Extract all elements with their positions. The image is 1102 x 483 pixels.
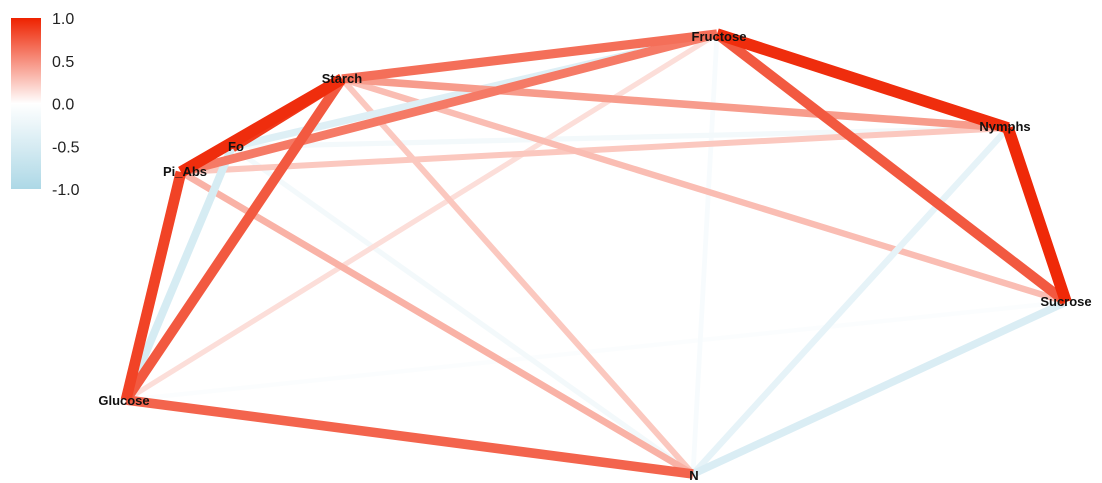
- node-labels-layer: Fructose Starch Nymphs Fo Pi_Abs Sucrose Gluco…: [98, 29, 1091, 483]
- edge-nymphs-sucrose: [1002, 126, 1072, 304]
- edge-fructose-nymphs: [715, 28, 1010, 134]
- node-label-glucose: Glucose: [98, 393, 149, 408]
- edge-glucose-fructose: [124, 31, 719, 403]
- legend-tick-label: 0.0: [52, 97, 74, 114]
- legend-tick-label: -0.5: [52, 139, 80, 156]
- edge-starch-pi_abs: [178, 73, 345, 178]
- node-label-sucrose: Sucrose: [1040, 294, 1091, 309]
- edge-pi_abs-nymphs: [180, 125, 1009, 175]
- edge-pi_abs-fructose: [179, 29, 719, 177]
- edge-fructose-n: [690, 33, 720, 475]
- edge-pi_abs-n: [179, 169, 695, 477]
- legend-tick-label: 0.5: [52, 54, 74, 71]
- edge-glucose-starch: [121, 76, 347, 403]
- edge-nymphs-n: [690, 125, 1011, 477]
- edge-fo-n: [230, 144, 695, 477]
- legend-tick-labels: 1.0 0.5 0.0 -0.5 -1.0: [52, 11, 80, 199]
- edge-starch-fructose: [341, 29, 718, 84]
- edge-sucrose-n: [691, 298, 1068, 478]
- edge-starch-n: [339, 77, 696, 476]
- edge-glucose-pi_abs: [120, 170, 187, 402]
- color-scale-legend: 1.0 0.5 0.0 -0.5 -1.0: [11, 11, 80, 199]
- edges-layer: [120, 28, 1072, 479]
- node-label-pi-abs: Pi_Abs: [163, 164, 207, 179]
- edge-fo-nymphs: [231, 125, 1009, 150]
- edge-starch-sucrose: [341, 75, 1067, 306]
- node-label-nymphs: Nymphs: [979, 119, 1030, 134]
- edge-glucose-fo: [122, 145, 236, 402]
- legend-tick-label: -1.0: [52, 182, 80, 199]
- legend-colorbar: [11, 18, 41, 189]
- edge-fructose-sucrose: [713, 30, 1070, 306]
- node-label-starch: Starch: [322, 71, 363, 86]
- edge-glucose-n: [125, 395, 694, 479]
- node-label-n: N: [689, 468, 698, 483]
- legend-tick-label: 1.0: [52, 11, 74, 28]
- node-label-fo: Fo: [228, 139, 244, 154]
- edge-glucose-sucrose: [125, 299, 1067, 403]
- edge-starch-nymphs: [341, 75, 1009, 132]
- node-label-fructose: Fructose: [692, 29, 747, 44]
